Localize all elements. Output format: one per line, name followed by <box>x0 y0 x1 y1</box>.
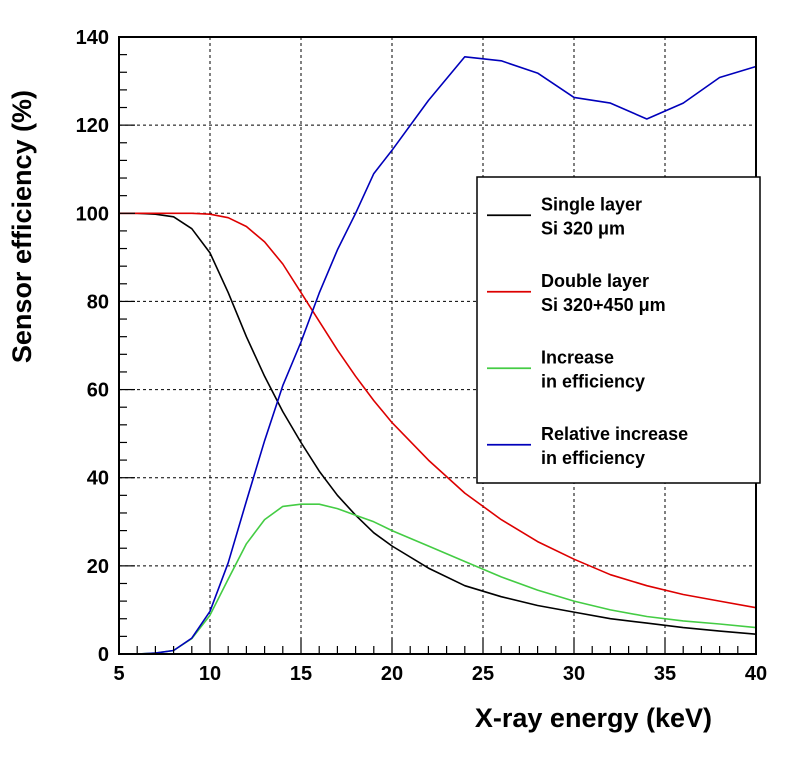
x-tick-label: 20 <box>381 663 403 685</box>
legend-label-1: Single layer <box>541 194 642 214</box>
y-tick-label: 40 <box>87 468 109 490</box>
y-tick-label: 120 <box>76 115 109 137</box>
x-tick-label: 15 <box>290 663 312 685</box>
series-line-4 <box>119 55 757 655</box>
x-tick-label: 40 <box>745 663 767 685</box>
legend-label-2: Si 320+450 μm <box>541 295 666 315</box>
y-tick-label: 60 <box>87 380 109 402</box>
legend-label-2: Double layer <box>541 271 649 291</box>
series-line-2 <box>119 212 757 609</box>
legend-label-3: Increase <box>541 347 614 367</box>
legend-label-4: Relative increase <box>541 424 688 444</box>
legend-label-4: in efficiency <box>541 448 645 468</box>
legend-box <box>476 176 761 484</box>
legend: Single layer Si 320 μm Double layer Si 320+… <box>476 176 761 484</box>
legend-label-1: Si 320 μm <box>541 218 625 238</box>
legend-label-3: in efficiency <box>541 371 645 391</box>
y-tick-label: 20 <box>87 556 109 578</box>
x-tick-label: 30 <box>563 663 585 685</box>
x-tick-label: 35 <box>654 663 676 685</box>
axis-ticks <box>118 36 757 655</box>
tick-labels: 5 10 15 20 25 30 35 40 0 20 40 60 80 100 120 140 <box>76 27 768 685</box>
y-tick-label: 80 <box>87 291 109 313</box>
y-axis-title: Sensor efficiency (%) <box>7 90 37 363</box>
x-tick-label: 5 <box>113 663 124 685</box>
x-axis-title: X-ray energy (keV) <box>475 703 712 733</box>
x-tick-label: 25 <box>472 663 494 685</box>
y-tick-label: 0 <box>98 644 109 666</box>
y-tick-label: 100 <box>76 203 109 225</box>
y-tick-label: 140 <box>76 27 109 49</box>
series-group <box>119 55 757 655</box>
series-line-1 <box>119 212 757 635</box>
x-tick-label: 10 <box>199 663 221 685</box>
series-line-3 <box>119 503 757 655</box>
